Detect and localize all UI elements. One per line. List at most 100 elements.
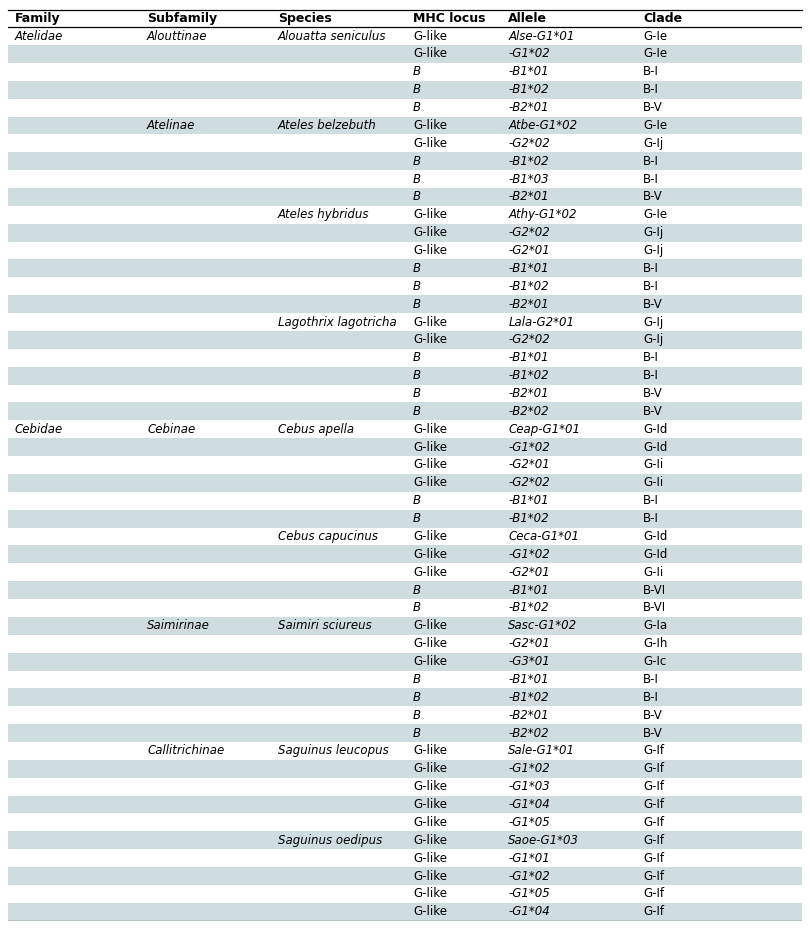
Text: B-I: B-I — [643, 673, 659, 686]
Bar — [8, 617, 802, 635]
Text: -G2*02: -G2*02 — [508, 137, 550, 150]
Text: B: B — [413, 280, 421, 293]
Text: Cebus apella: Cebus apella — [278, 423, 354, 436]
Bar — [8, 688, 802, 706]
Text: G-like: G-like — [413, 870, 447, 883]
Text: G-If: G-If — [643, 763, 664, 776]
Text: -G1*02: -G1*02 — [508, 870, 550, 883]
Text: -B2*02: -B2*02 — [508, 726, 549, 739]
Text: G-If: G-If — [643, 744, 664, 757]
Text: G-Id: G-Id — [643, 441, 667, 454]
Text: Saguinus leucopus: Saguinus leucopus — [278, 744, 389, 757]
Text: B: B — [413, 584, 421, 596]
Text: G-like: G-like — [413, 637, 447, 650]
Bar — [8, 403, 802, 420]
Text: Allele: Allele — [508, 12, 548, 25]
Bar — [8, 259, 802, 277]
Text: G-Ie: G-Ie — [643, 208, 667, 221]
Text: G-Ia: G-Ia — [643, 619, 667, 632]
Text: -G1*04: -G1*04 — [508, 798, 550, 811]
Text: G-like: G-like — [413, 530, 447, 543]
Text: B-VI: B-VI — [643, 584, 667, 596]
Text: Species: Species — [278, 12, 332, 25]
Text: Atbe-G1*02: Atbe-G1*02 — [508, 119, 578, 132]
Text: -G2*01: -G2*01 — [508, 458, 550, 472]
Text: B-V: B-V — [643, 298, 663, 311]
Text: Sasc-G1*02: Sasc-G1*02 — [508, 619, 578, 632]
Text: B-VI: B-VI — [643, 602, 667, 615]
Text: -B1*02: -B1*02 — [508, 83, 549, 96]
Text: B-V: B-V — [643, 726, 663, 739]
Text: B: B — [413, 262, 421, 275]
Text: B: B — [413, 191, 421, 204]
Text: -G1*05: -G1*05 — [508, 887, 550, 900]
Text: Subfamily: Subfamily — [147, 12, 217, 25]
Text: B: B — [413, 352, 421, 365]
Text: -G2*01: -G2*01 — [508, 244, 550, 257]
Text: -G1*02: -G1*02 — [508, 548, 550, 561]
Text: -G1*02: -G1*02 — [508, 763, 550, 776]
Text: Lagothrix lagotricha: Lagothrix lagotricha — [278, 315, 397, 328]
Text: G-like: G-like — [413, 137, 447, 150]
Text: -B2*01: -B2*01 — [508, 298, 549, 311]
Text: -G2*01: -G2*01 — [508, 565, 550, 578]
Text: B-I: B-I — [643, 262, 659, 275]
Text: G-like: G-like — [413, 798, 447, 811]
Text: B-I: B-I — [643, 512, 659, 525]
Bar — [8, 653, 802, 671]
Text: Cebus capucinus: Cebus capucinus — [278, 530, 378, 543]
Text: G-like: G-like — [413, 244, 447, 257]
Text: G-If: G-If — [643, 798, 664, 811]
Text: -B1*01: -B1*01 — [508, 494, 549, 507]
Text: B: B — [413, 673, 421, 686]
Text: -B2*02: -B2*02 — [508, 405, 549, 418]
Text: -B1*02: -B1*02 — [508, 154, 549, 167]
Text: -B1*01: -B1*01 — [508, 65, 549, 78]
Text: Callitrichinae: Callitrichinae — [147, 744, 224, 757]
Text: -G1*02: -G1*02 — [508, 47, 550, 60]
Bar — [8, 760, 802, 777]
Text: G-like: G-like — [413, 47, 447, 60]
Text: G-like: G-like — [413, 763, 447, 776]
Text: G-Ii: G-Ii — [643, 565, 663, 578]
Text: G-Ij: G-Ij — [643, 334, 663, 346]
Text: B: B — [413, 298, 421, 311]
Text: B: B — [413, 65, 421, 78]
Text: G-like: G-like — [413, 619, 447, 632]
Text: Cebidae: Cebidae — [15, 423, 62, 436]
Text: G-Ij: G-Ij — [643, 137, 663, 150]
Bar — [8, 831, 802, 849]
Bar — [8, 366, 802, 385]
Text: G-like: G-like — [413, 315, 447, 328]
Text: B-V: B-V — [643, 101, 663, 114]
Text: G-like: G-like — [413, 423, 447, 436]
Bar — [8, 188, 802, 206]
Text: B-I: B-I — [643, 494, 659, 507]
Text: -B1*02: -B1*02 — [508, 369, 549, 382]
Text: G-Ii: G-Ii — [643, 476, 663, 489]
Bar — [8, 153, 802, 170]
Text: Saimirinae: Saimirinae — [147, 619, 210, 632]
Text: -G1*03: -G1*03 — [508, 780, 550, 793]
Text: B: B — [413, 154, 421, 167]
Text: G-Ii: G-Ii — [643, 458, 663, 472]
Text: -G3*01: -G3*01 — [508, 655, 550, 668]
Text: -B1*02: -B1*02 — [508, 512, 549, 525]
Bar — [8, 224, 802, 242]
Bar — [8, 438, 802, 456]
Text: B: B — [413, 83, 421, 96]
Text: Ateles belzebuth: Ateles belzebuth — [278, 119, 377, 132]
Text: -B2*01: -B2*01 — [508, 101, 549, 114]
Text: G-Ie: G-Ie — [643, 119, 667, 132]
Text: B-I: B-I — [643, 173, 659, 186]
Text: B: B — [413, 405, 421, 418]
Text: G-Ie: G-Ie — [643, 47, 667, 60]
Text: G-like: G-like — [413, 780, 447, 793]
Text: G-like: G-like — [413, 441, 447, 454]
Text: -B2*01: -B2*01 — [508, 191, 549, 204]
Text: G-like: G-like — [413, 458, 447, 472]
Text: G-like: G-like — [413, 816, 447, 829]
Text: -G2*02: -G2*02 — [508, 226, 550, 239]
Text: G-like: G-like — [413, 565, 447, 578]
Text: MHC locus: MHC locus — [413, 12, 485, 25]
